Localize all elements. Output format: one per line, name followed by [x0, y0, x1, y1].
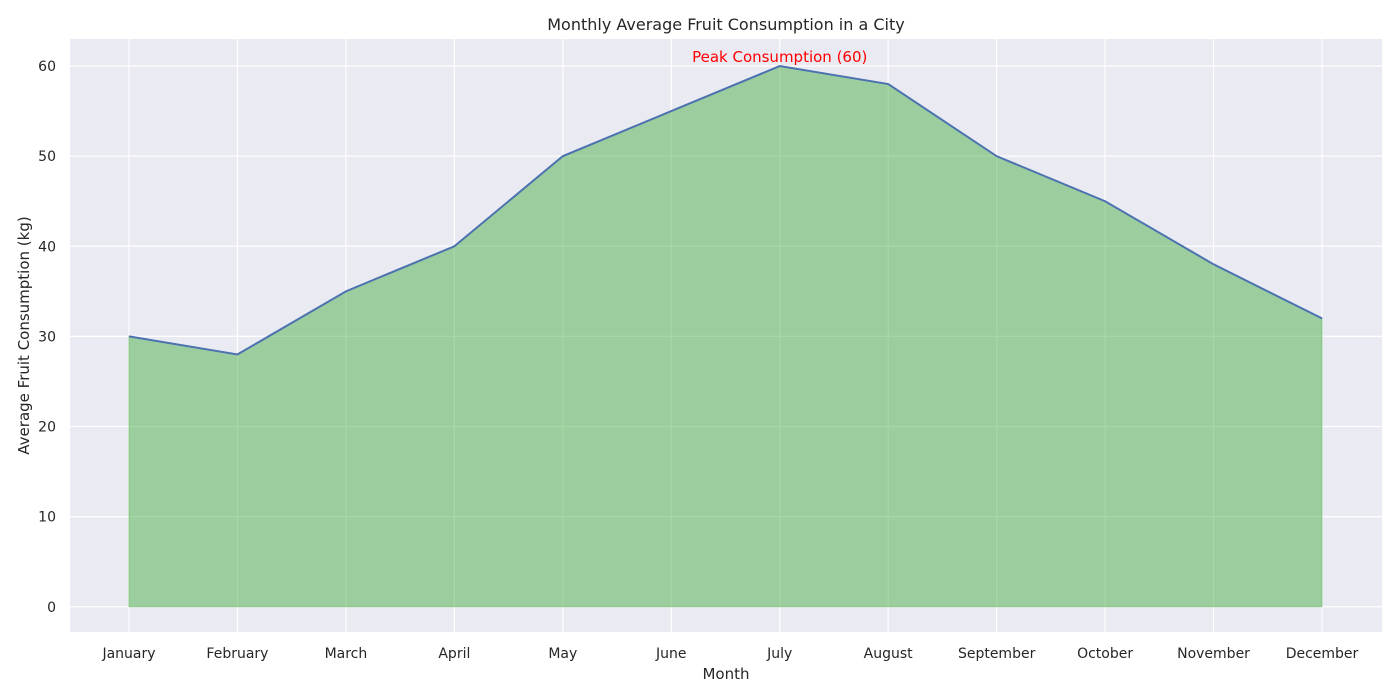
- y-tick-label: 0: [47, 600, 56, 616]
- x-tick-label: April: [438, 646, 470, 662]
- x-tick-label: June: [655, 646, 687, 662]
- y-tick-label: 20: [38, 420, 56, 436]
- x-tick-label: August: [864, 646, 914, 662]
- x-axis-label: Month: [702, 665, 749, 683]
- x-tick-label: November: [1177, 646, 1250, 662]
- x-axis-ticks: January February March April May June July Augu…: [101, 646, 1358, 662]
- y-tick-label: 30: [38, 329, 56, 345]
- y-tick-label: 60: [38, 59, 56, 75]
- y-tick-label: 10: [38, 510, 56, 526]
- y-tick-label: 50: [38, 149, 56, 165]
- y-axis-ticks: 0 10 20 30 40 50 60: [38, 59, 56, 616]
- x-tick-label: September: [958, 646, 1036, 662]
- x-tick-label: May: [548, 646, 577, 662]
- chart-title: Monthly Average Fruit Consumption in a C…: [547, 15, 904, 34]
- series-line: [128, 65, 1323, 356]
- x-tick-label: February: [206, 646, 268, 662]
- x-tick-label: October: [1077, 646, 1133, 662]
- x-tick-label: January: [101, 646, 155, 662]
- y-axis-label: Average Fruit Consumption (kg): [15, 216, 33, 454]
- y-tick-label: 40: [38, 239, 56, 255]
- peak-annotation: Peak Consumption (60): [692, 48, 867, 66]
- x-tick-label: July: [766, 646, 792, 662]
- x-tick-label: March: [325, 646, 368, 662]
- x-tick-label: December: [1286, 646, 1359, 662]
